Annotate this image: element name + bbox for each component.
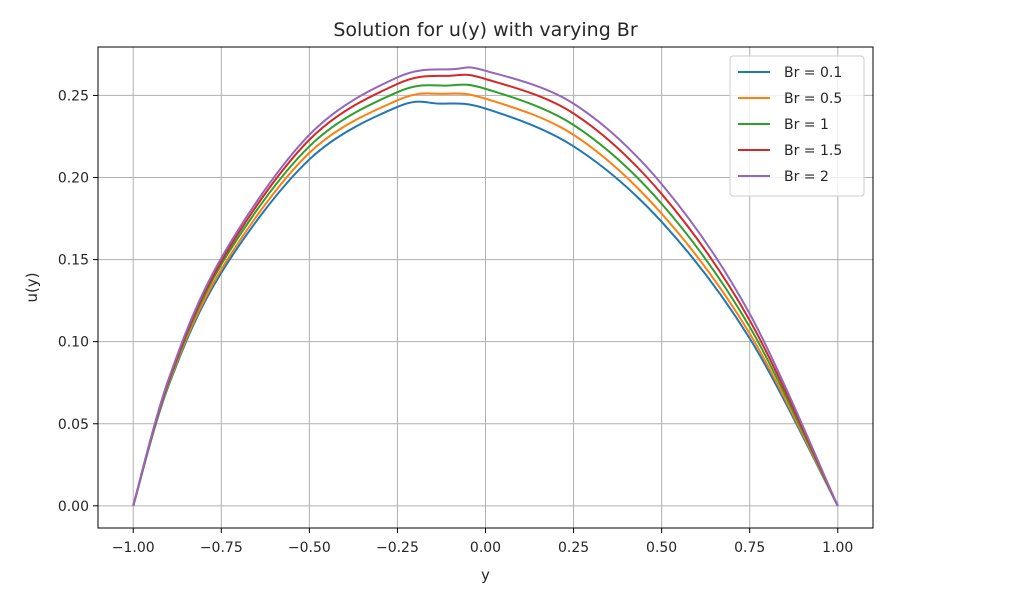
y-tick-label: 0.10 — [58, 335, 89, 351]
legend-box — [729, 55, 865, 197]
y-tick-label: 0.15 — [58, 253, 89, 269]
x-tick-label: 0.00 — [470, 540, 501, 556]
y-tick-label: 0.00 — [58, 499, 89, 515]
x-tick-label: 1.00 — [822, 540, 853, 556]
series-line-3 — [132, 83, 839, 507]
x-tick-label: 0.25 — [558, 540, 589, 556]
y-axis-label: u(y) — [23, 272, 41, 302]
y-axis-ticks: 0.00 0.05 0.10 0.15 0.20 0.25 — [58, 88, 98, 515]
x-tick-label: 0.75 — [734, 540, 765, 556]
x-tick-label: 0.50 — [646, 540, 677, 556]
series-lines — [132, 66, 839, 507]
legend-label: Br = 2 — [784, 169, 829, 185]
x-tick-label: −0.75 — [200, 540, 243, 556]
legend: Br = 0.1 Br = 0.5 Br = 1 Br = 1.5 Br = 2 — [729, 55, 865, 197]
y-tick-label: 0.05 — [58, 417, 89, 433]
series-line-4 — [132, 73, 839, 507]
chart-title: Solution for u(y) with varying Br — [333, 19, 638, 41]
legend-label: Br = 1.5 — [784, 143, 842, 159]
series-line-1 — [132, 100, 839, 507]
series-line-5 — [132, 66, 839, 507]
legend-label: Br = 0.1 — [784, 65, 842, 81]
legend-label: Br = 0.5 — [784, 91, 842, 107]
y-tick-label: 0.25 — [58, 88, 89, 104]
series-line-2 — [132, 92, 839, 507]
x-tick-label: −0.50 — [288, 540, 331, 556]
x-tick-label: −1.00 — [112, 540, 155, 556]
x-axis-ticks: −1.00 −0.75 −0.50 −0.25 0.00 0.25 0.50 0.75 1.00 — [112, 528, 853, 556]
legend-label: Br = 1 — [784, 117, 829, 133]
y-tick-label: 0.20 — [58, 171, 89, 187]
x-axis-label: y — [481, 566, 490, 584]
x-tick-label: −0.25 — [376, 540, 419, 556]
